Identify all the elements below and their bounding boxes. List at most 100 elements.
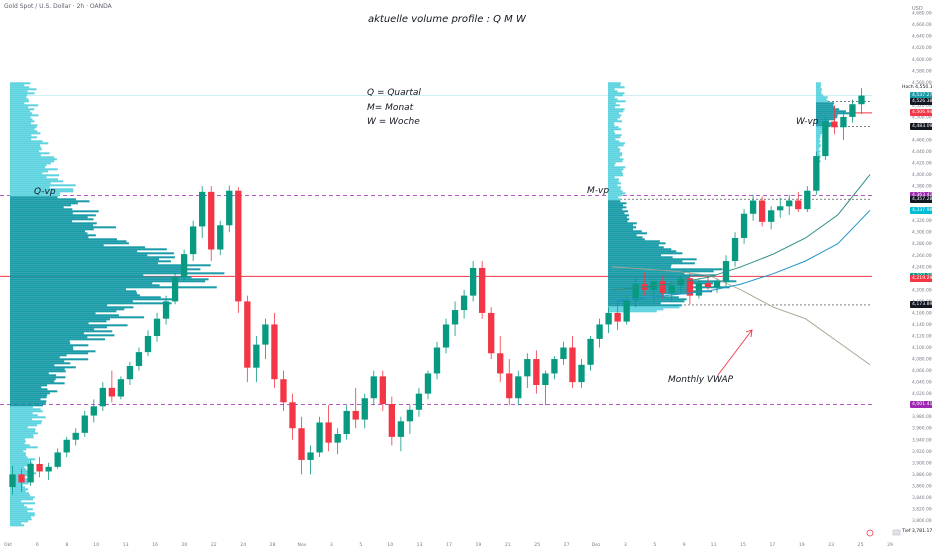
price-tick-label: 4,120.000 (912, 333, 932, 339)
time-tick-label: 13 (417, 542, 423, 548)
q-vp-profile-bar (10, 458, 36, 461)
q-vp-profile-bar (10, 336, 88, 339)
time-tick-label: 5 (653, 542, 656, 548)
q-vp-profile-bar (10, 188, 74, 191)
q-vp-profile-bar (10, 246, 146, 249)
m-vp-profile-bar (608, 102, 616, 105)
q-vp-profile-bar (10, 182, 51, 185)
time-tick-label: 27 (564, 542, 570, 548)
q-vp-profile-bar (10, 134, 32, 137)
price-label-tag: 4,337.986 (910, 206, 932, 214)
price-label-tag: 4,001.419 (910, 400, 932, 408)
q-vp-profile-bar (10, 512, 35, 515)
q-vp-profile-bar (10, 276, 192, 279)
w-vp-profile-bar (816, 134, 821, 137)
m-vp-profile-bar (608, 234, 637, 237)
q-vp-profile-bar (10, 266, 187, 269)
candle-body (153, 318, 161, 336)
q-vp-profile-bar (10, 510, 28, 513)
q-vp-profile-bar (10, 146, 41, 149)
q-vp-profile-bar (10, 514, 35, 517)
q-vp-profile-bar (10, 198, 76, 201)
price-tick-label: 3,840.000 (912, 495, 932, 501)
candle-body (804, 190, 811, 210)
candle-body (388, 404, 396, 437)
q-vp-profile-bar (10, 242, 129, 245)
m-vp-profile (608, 82, 737, 313)
time-tick-label: Nov (298, 542, 307, 548)
m-vp-profile-bar (608, 296, 679, 299)
q-vp-profile-bar (10, 442, 25, 445)
q-vp-profile-bar (10, 384, 48, 387)
candle-body (777, 206, 784, 211)
q-vp-profile-bar (10, 434, 34, 437)
q-vp-profile-bar (10, 390, 58, 393)
time-tick-label: 8 (65, 542, 68, 548)
w-vp-profile-bar (816, 102, 835, 105)
q-vp-profile-bar (10, 438, 26, 441)
q-vp-profile-bar (10, 202, 78, 205)
candle-body (9, 474, 16, 488)
q-vp-profile-bar (10, 488, 29, 491)
candle-body (551, 359, 558, 374)
candle-body (704, 282, 712, 287)
q-vp-profile-bar (10, 374, 57, 377)
q-vp-profile-bar (10, 504, 24, 507)
q-vp-profile-bar (10, 160, 55, 163)
w-vp-profile-bar (816, 136, 821, 139)
q-vp-profile-bar (10, 426, 28, 429)
price-tick-label: 4,040.000 (912, 380, 932, 386)
m-vp-profile-bar (608, 288, 692, 291)
candle-body (768, 210, 775, 222)
candle-body (686, 278, 694, 296)
m-vp-profile-bar (608, 142, 625, 145)
replay-icon[interactable] (866, 529, 874, 537)
q-vp-profile-bar (10, 234, 96, 237)
m-vp-profile-bar (608, 206, 627, 209)
price-tick-label: 3,920.000 (912, 449, 932, 455)
q-vp-profile-bar (10, 358, 89, 361)
m-vp-profile-bar (608, 198, 621, 201)
q-vp-profile-bar (10, 92, 35, 95)
m-vp-profile-bar (608, 104, 620, 107)
q-vp-profile-bar (10, 436, 34, 439)
q-vp-profile-bar (10, 252, 174, 255)
q-vp-profile-bar (10, 286, 217, 289)
m-vp-profile-bar (608, 188, 621, 191)
q-vp-profile-bar (10, 170, 49, 173)
m-vp-profile-bar (608, 298, 687, 301)
m-vp-profile-bar (608, 158, 624, 161)
m-vp-profile-bar (608, 248, 672, 251)
m-vp-profile-bar (608, 130, 615, 133)
q-vp-profile-bar (10, 108, 35, 111)
q-vp-profile-bar (10, 178, 59, 181)
m-vp-profile-bar (608, 224, 634, 227)
q-vp-profile-bar (10, 250, 138, 253)
chart-title: aktuelle volume profile : Q M W (368, 14, 526, 25)
q-vp-profile-bar (10, 346, 74, 349)
q-vp-profile-bar (10, 508, 33, 511)
m-vp-profile-bar (608, 292, 691, 295)
q-vp-profile-bar (10, 278, 209, 281)
flag-icon[interactable] (892, 529, 901, 536)
price-tick-label: 3,820.000 (912, 506, 932, 512)
m-vp-profile-bar (608, 200, 621, 203)
price-label-tag: 4,219.291 (910, 275, 932, 283)
q-vp-profile-bar (10, 138, 32, 141)
price-label-tag: 4,363.420 (910, 192, 932, 200)
candle-body (813, 156, 820, 191)
candle-body (54, 452, 61, 467)
q-vp-profile-bar (10, 236, 89, 239)
w-vp-profile-bar (816, 142, 820, 145)
m-vp-profile-bar (608, 270, 714, 273)
candle-body (451, 310, 459, 325)
m-vp-profile-bar (608, 116, 621, 119)
m-vp-profile-bar (608, 246, 664, 249)
m-vp-profile-bar (608, 150, 620, 153)
time-tick-label: 22 (211, 542, 217, 548)
q-vp-profile-bar (10, 240, 127, 243)
q-vp-profile-bar (10, 414, 38, 417)
m-vp-profile-bar (608, 232, 648, 235)
m-vp-profile-bar (608, 120, 623, 123)
